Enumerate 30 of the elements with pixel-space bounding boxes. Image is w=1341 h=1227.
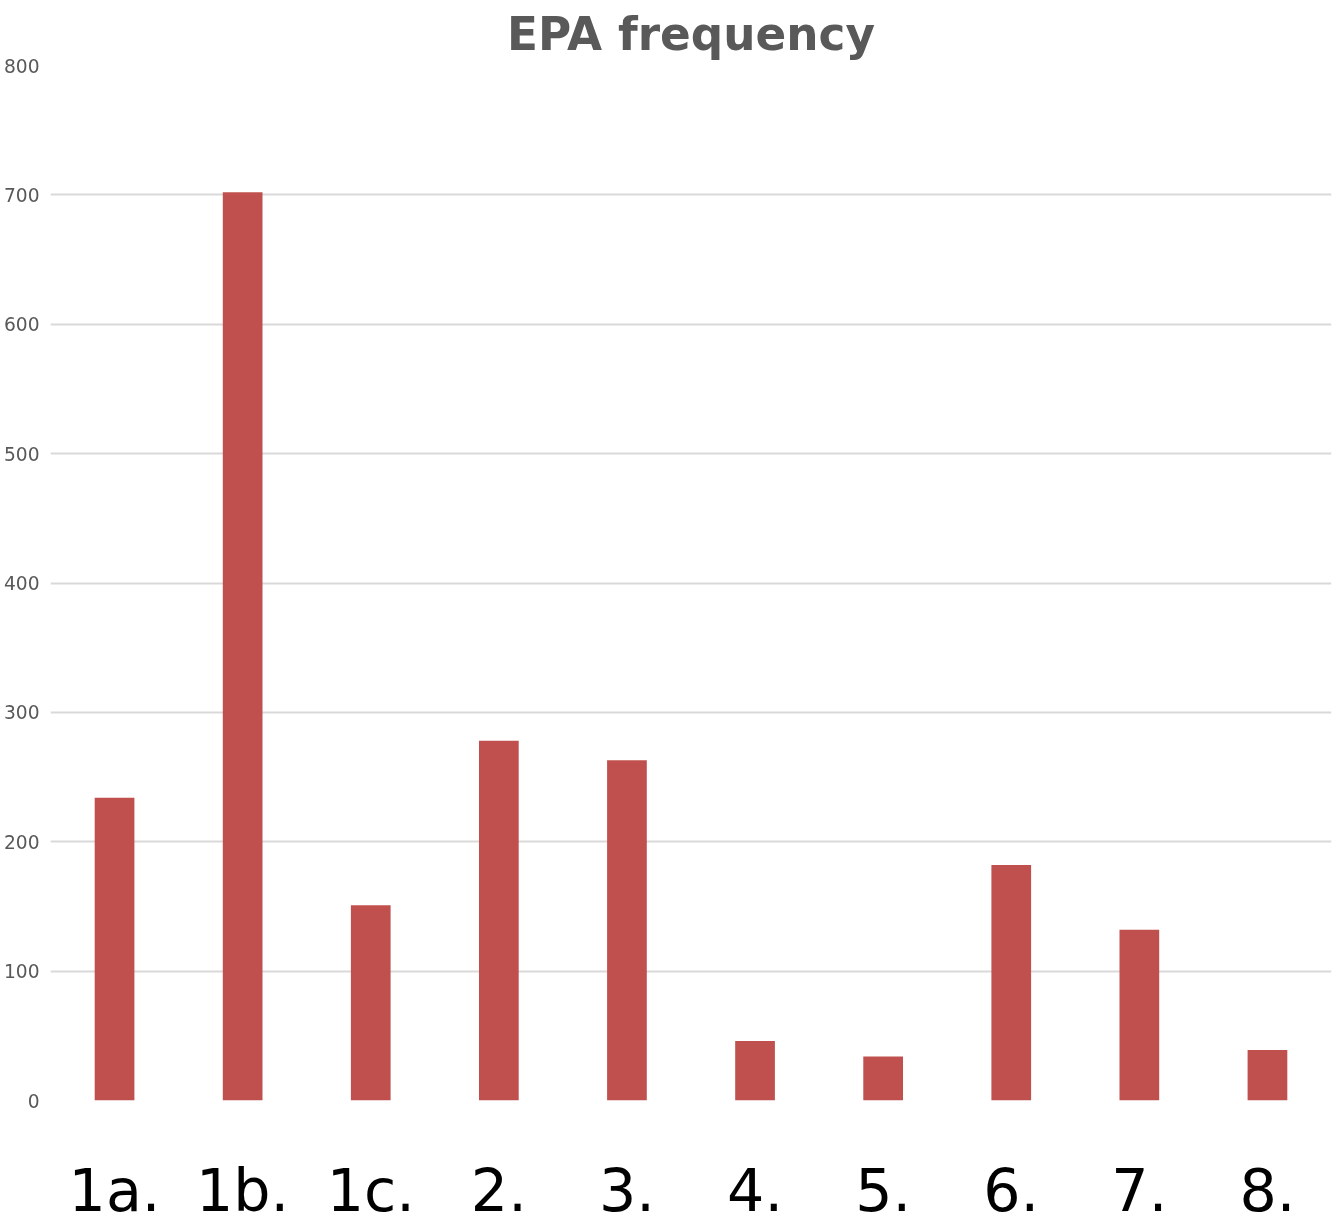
x-tick-label: 6.	[983, 1156, 1040, 1225]
x-tick-label: 7.	[1111, 1156, 1168, 1225]
chart-title: EPA frequency	[507, 7, 875, 61]
bar	[863, 1056, 904, 1101]
x-tick-label: 4.	[727, 1156, 784, 1225]
bar	[991, 865, 1032, 1101]
x-tick-label: 5.	[855, 1156, 912, 1225]
y-tick-label: 600	[3, 314, 40, 336]
x-tick-label: 8.	[1239, 1156, 1296, 1225]
y-tick-label: 300	[3, 702, 40, 724]
x-tick-label: 3.	[598, 1156, 655, 1225]
bar	[222, 192, 263, 1101]
y-tick-label: 500	[3, 443, 40, 465]
bar	[735, 1040, 775, 1101]
y-tick-label: 100	[3, 961, 40, 983]
bar	[478, 740, 519, 1101]
bar	[350, 905, 391, 1101]
y-tick-label: 200	[3, 831, 40, 853]
bar	[1119, 929, 1160, 1101]
x-tick-label: 1b.	[196, 1156, 290, 1225]
x-tick-label: 2.	[470, 1156, 527, 1225]
x-tick-label: 1c.	[326, 1156, 415, 1225]
y-tick-label: 800	[3, 55, 40, 77]
bar	[1247, 1050, 1288, 1101]
bar	[94, 797, 135, 1101]
y-tick-label: 400	[3, 573, 40, 594]
y-tick-label: 0	[27, 1090, 40, 1112]
bar	[607, 760, 647, 1101]
y-tick-label: 700	[3, 184, 40, 206]
x-tick-label: 1a.	[68, 1156, 161, 1225]
